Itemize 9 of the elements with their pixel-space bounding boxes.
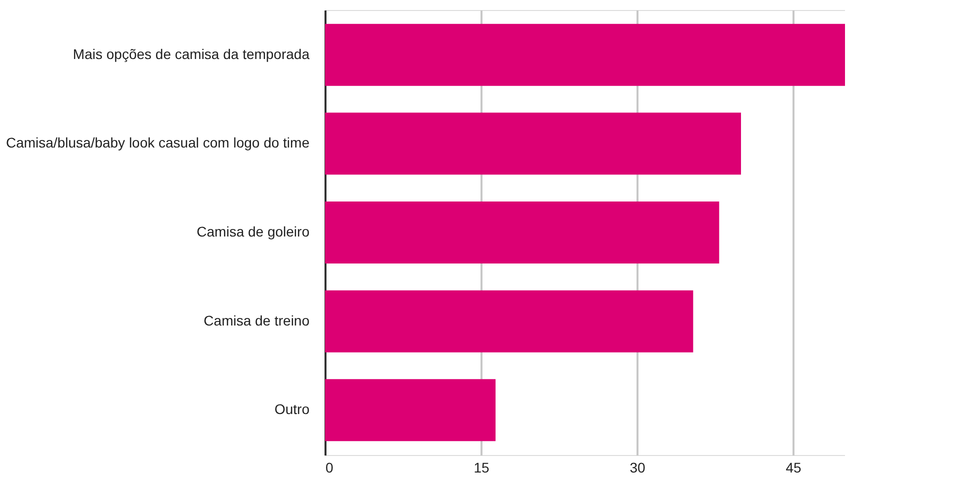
x-tick-label: 30	[630, 460, 646, 476]
y-tick-label: Camisa de treino	[204, 312, 310, 328]
y-tick-label: Camisa de goleiro	[196, 224, 310, 240]
x-tick-label: 45	[786, 460, 802, 476]
x-tick-label: 15	[474, 460, 490, 476]
y-tick-label: Mais opções de camisa da temporada	[72, 46, 310, 62]
y-tick-label: Outro	[274, 401, 310, 418]
y-tick-label: Camisa/blusa/baby look casual com logo do time	[6, 134, 310, 151]
x-tick-label: 0	[326, 460, 334, 476]
